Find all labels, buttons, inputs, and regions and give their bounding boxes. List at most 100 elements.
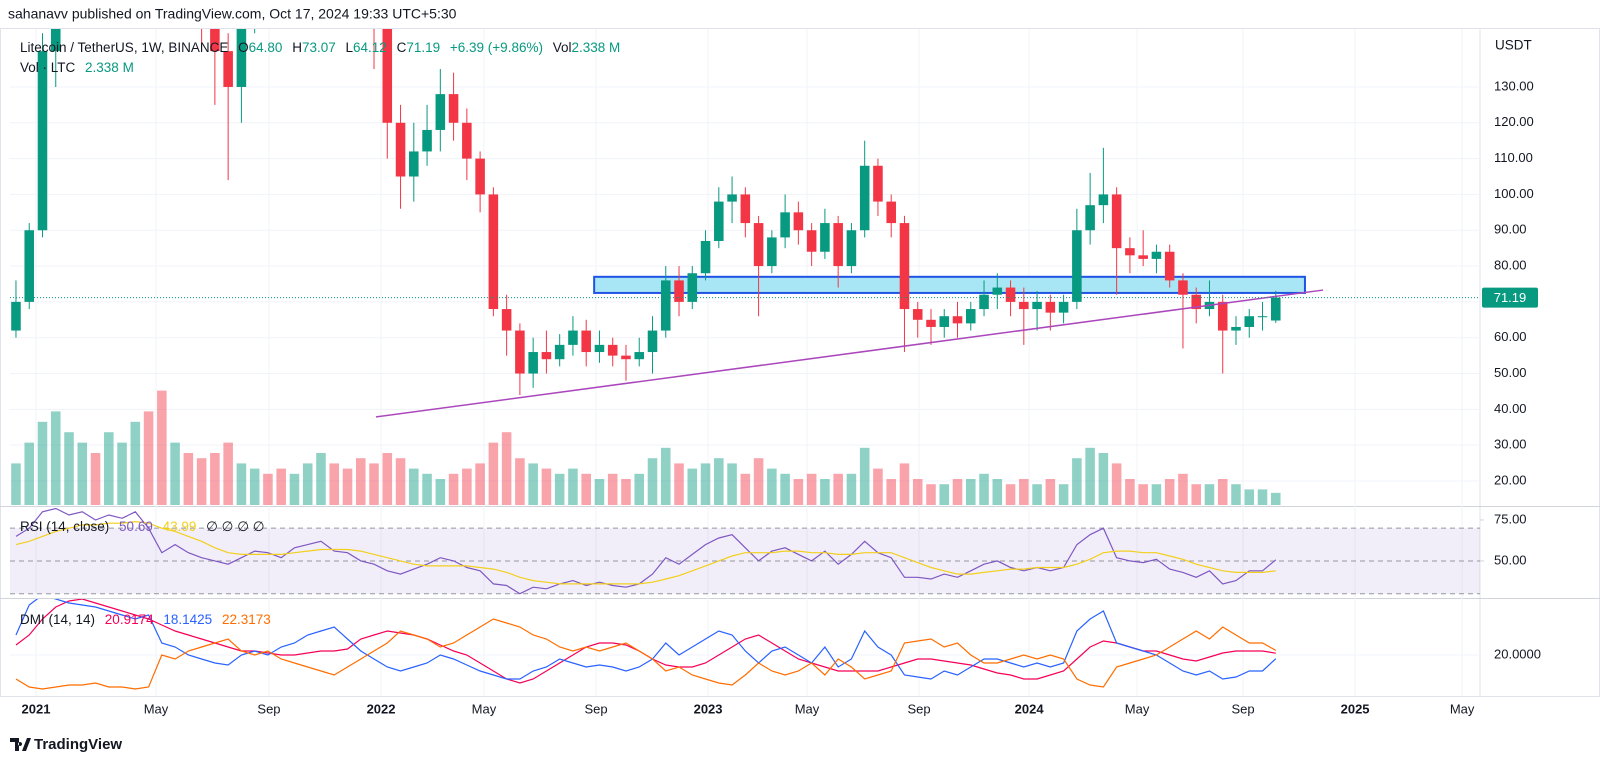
volume-bar: [90, 453, 101, 505]
y-tick-label: 20.00: [1494, 472, 1527, 487]
volume-bar: [886, 479, 896, 505]
x-tick-label: May: [472, 701, 497, 716]
high-value: 73.07: [302, 40, 336, 55]
candle-body: [886, 201, 896, 224]
volume-bar: [607, 473, 618, 505]
volume-bar: [289, 473, 300, 505]
volume-bar: [117, 442, 127, 505]
volume-bar: [501, 432, 512, 505]
volume-bar: [528, 463, 538, 505]
rsi-value: 50.69: [119, 519, 153, 534]
volume-bar: [369, 463, 379, 505]
volume-bar: [462, 468, 472, 505]
volume-bar: [1045, 479, 1056, 505]
brand: TradingView: [34, 736, 122, 753]
volume-bar: [806, 473, 817, 505]
volume-bar: [64, 432, 74, 505]
close-value: 71.19: [406, 40, 440, 55]
volume-bar: [183, 453, 194, 505]
volume-bar: [1164, 479, 1175, 505]
volume-bar: [833, 473, 843, 505]
volume-bar: [740, 473, 751, 505]
candle-body: [806, 230, 817, 252]
candle-body: [223, 51, 233, 87]
y-tick-label: 40.00: [1494, 401, 1527, 416]
volume-bar: [1151, 484, 1162, 505]
y-tick-label: 20.0000: [1494, 646, 1541, 661]
price-pane: [10, 29, 1480, 505]
candle-body: [939, 316, 950, 327]
candle-body: [926, 319, 936, 327]
rsi-legend: RSI (14, close) 50.69 43.99 ∅ ∅ ∅ ∅: [20, 519, 264, 534]
volume-bar: [714, 458, 724, 505]
volume-bar: [329, 463, 340, 505]
x-tick-label: 2022: [367, 701, 396, 716]
volume-bar: [979, 473, 989, 505]
symbol: Litecoin / TetherUS, 1W, BINANCE: [20, 40, 228, 55]
volume-bar: [899, 463, 910, 505]
legend-line: Litecoin / TetherUS, 1W, BINANCE O64.80 …: [20, 40, 620, 55]
volume-value: 2.338 M: [85, 60, 134, 75]
candle-body: [1191, 294, 1201, 310]
candle-body: [1019, 301, 1029, 310]
volume-bar: [1072, 458, 1082, 505]
candle-body: [1125, 248, 1135, 256]
volume-bar: [700, 463, 711, 505]
y-tick-label: 80.00: [1494, 258, 1527, 273]
volume-bar: [1138, 484, 1148, 505]
volume-bar: [952, 479, 963, 505]
support-zone: [593, 275, 1306, 294]
open-value: 64.80: [249, 40, 283, 55]
candle-body: [382, 29, 393, 123]
candle-body: [37, 51, 48, 231]
volume-bar: [1085, 447, 1095, 505]
volume-bar: [793, 479, 804, 505]
y-tick-label: 30.00: [1494, 437, 1527, 452]
candle-body: [873, 165, 883, 202]
volume-bar: [1125, 479, 1135, 505]
candle-body: [1098, 194, 1109, 206]
volume-bar: [939, 484, 950, 505]
candle-body: [236, 29, 247, 87]
volume-bar: [37, 421, 48, 505]
vol-letter: Vol: [553, 40, 572, 55]
volume-bar: [210, 453, 220, 505]
dmi-title: DMI (14, 14): [20, 612, 95, 627]
adx-value: 20.9174: [105, 612, 154, 627]
volume-bar: [302, 463, 313, 505]
x-tick-label: Sep: [584, 701, 607, 716]
y-tick-label: 50.00: [1494, 365, 1527, 380]
volume-bar: [263, 473, 273, 505]
x-tick-label: Sep: [1231, 701, 1254, 716]
x-tick-label: 2021: [22, 701, 51, 716]
candle-body: [846, 230, 857, 267]
volume-bar: [1005, 484, 1016, 505]
volume-bar: [568, 468, 578, 505]
volume-bar: [130, 421, 141, 505]
volume-bar: [594, 479, 605, 505]
candle-body: [767, 237, 777, 267]
y-tick-label: 50.00: [1494, 552, 1527, 567]
na-values: ∅ ∅ ∅ ∅: [206, 519, 264, 534]
candle-body: [1005, 287, 1016, 302]
x-tick-label: 2023: [694, 701, 723, 716]
candle-body: [1244, 316, 1255, 327]
dmi-pane: [10, 599, 1480, 690]
volume-bar: [926, 484, 936, 505]
candle-body: [475, 158, 485, 195]
y-tick-label: 110.00: [1494, 150, 1533, 165]
plus-di-value: 18.1425: [163, 612, 212, 627]
volume-bar: [873, 468, 883, 505]
volume-bar: [753, 458, 764, 505]
volume-bar: [780, 473, 790, 505]
volume-bar: [395, 458, 406, 505]
volume-bar: [634, 473, 645, 505]
volume-bar: [1204, 484, 1215, 505]
candle-body: [515, 330, 525, 374]
volume-bar: [1217, 479, 1228, 505]
volume-bar: [515, 458, 525, 505]
x-tick-label: Sep: [257, 701, 280, 716]
indicator-line: [15, 599, 1277, 680]
close-letter: C: [397, 40, 407, 55]
candle-body: [488, 194, 499, 310]
